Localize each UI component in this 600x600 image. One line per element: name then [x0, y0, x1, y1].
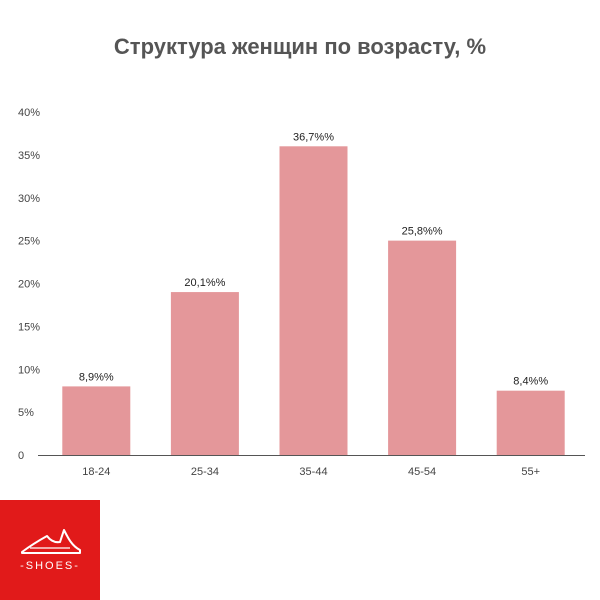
bar-55+ [496, 390, 565, 455]
bar-25-34 [170, 292, 239, 455]
y-tick-label: 5% [18, 407, 34, 419]
y-tick-label: 30% [18, 193, 40, 205]
x-axis: 18-24 25-34 35-44 45-54 55+ [38, 455, 585, 478]
x-tick-label: 55+ [521, 466, 540, 478]
y-tick-label: 20% [18, 279, 40, 291]
logo-text: -SHOES- [20, 560, 80, 572]
shoes-logo: -SHOES- [0, 500, 100, 600]
y-tick-label: 40% [18, 107, 40, 119]
y-tick-label: 15% [18, 321, 40, 333]
x-tick-label: 18-24 [82, 466, 110, 478]
bar-chart: 0 5% 10% 15% 20% 25% 30% 35% 40% 8,9%% 20,1%% 36,7… [18, 107, 585, 478]
y-tick-label: 10% [18, 364, 40, 376]
shoe-icon [21, 529, 81, 554]
data-label: 8,9%% [79, 371, 114, 383]
y-tick-label: 0 [18, 450, 24, 462]
chart-title: Структура женщин по возрасту, % [113, 34, 487, 59]
y-tick-label: 35% [18, 150, 40, 162]
bar-35-44 [279, 146, 348, 456]
data-label: 25,8%% [402, 226, 443, 238]
y-tick-label: 25% [18, 236, 40, 248]
bar-18-24 [62, 386, 131, 455]
bar-45-54 [388, 240, 457, 455]
data-label: 8,4%% [513, 376, 548, 388]
data-label: 36,7%% [293, 131, 334, 143]
x-tick-label: 25-34 [191, 466, 219, 478]
y-axis: 0 5% 10% 15% 20% 25% 30% 35% 40% [18, 107, 40, 462]
x-tick-label: 35-44 [299, 466, 327, 478]
x-tick-label: 45-54 [408, 466, 436, 478]
bars: 8,9%% 20,1%% 36,7%% 25,8%% 8,4%% [62, 131, 565, 456]
data-label: 20,1%% [184, 277, 225, 289]
